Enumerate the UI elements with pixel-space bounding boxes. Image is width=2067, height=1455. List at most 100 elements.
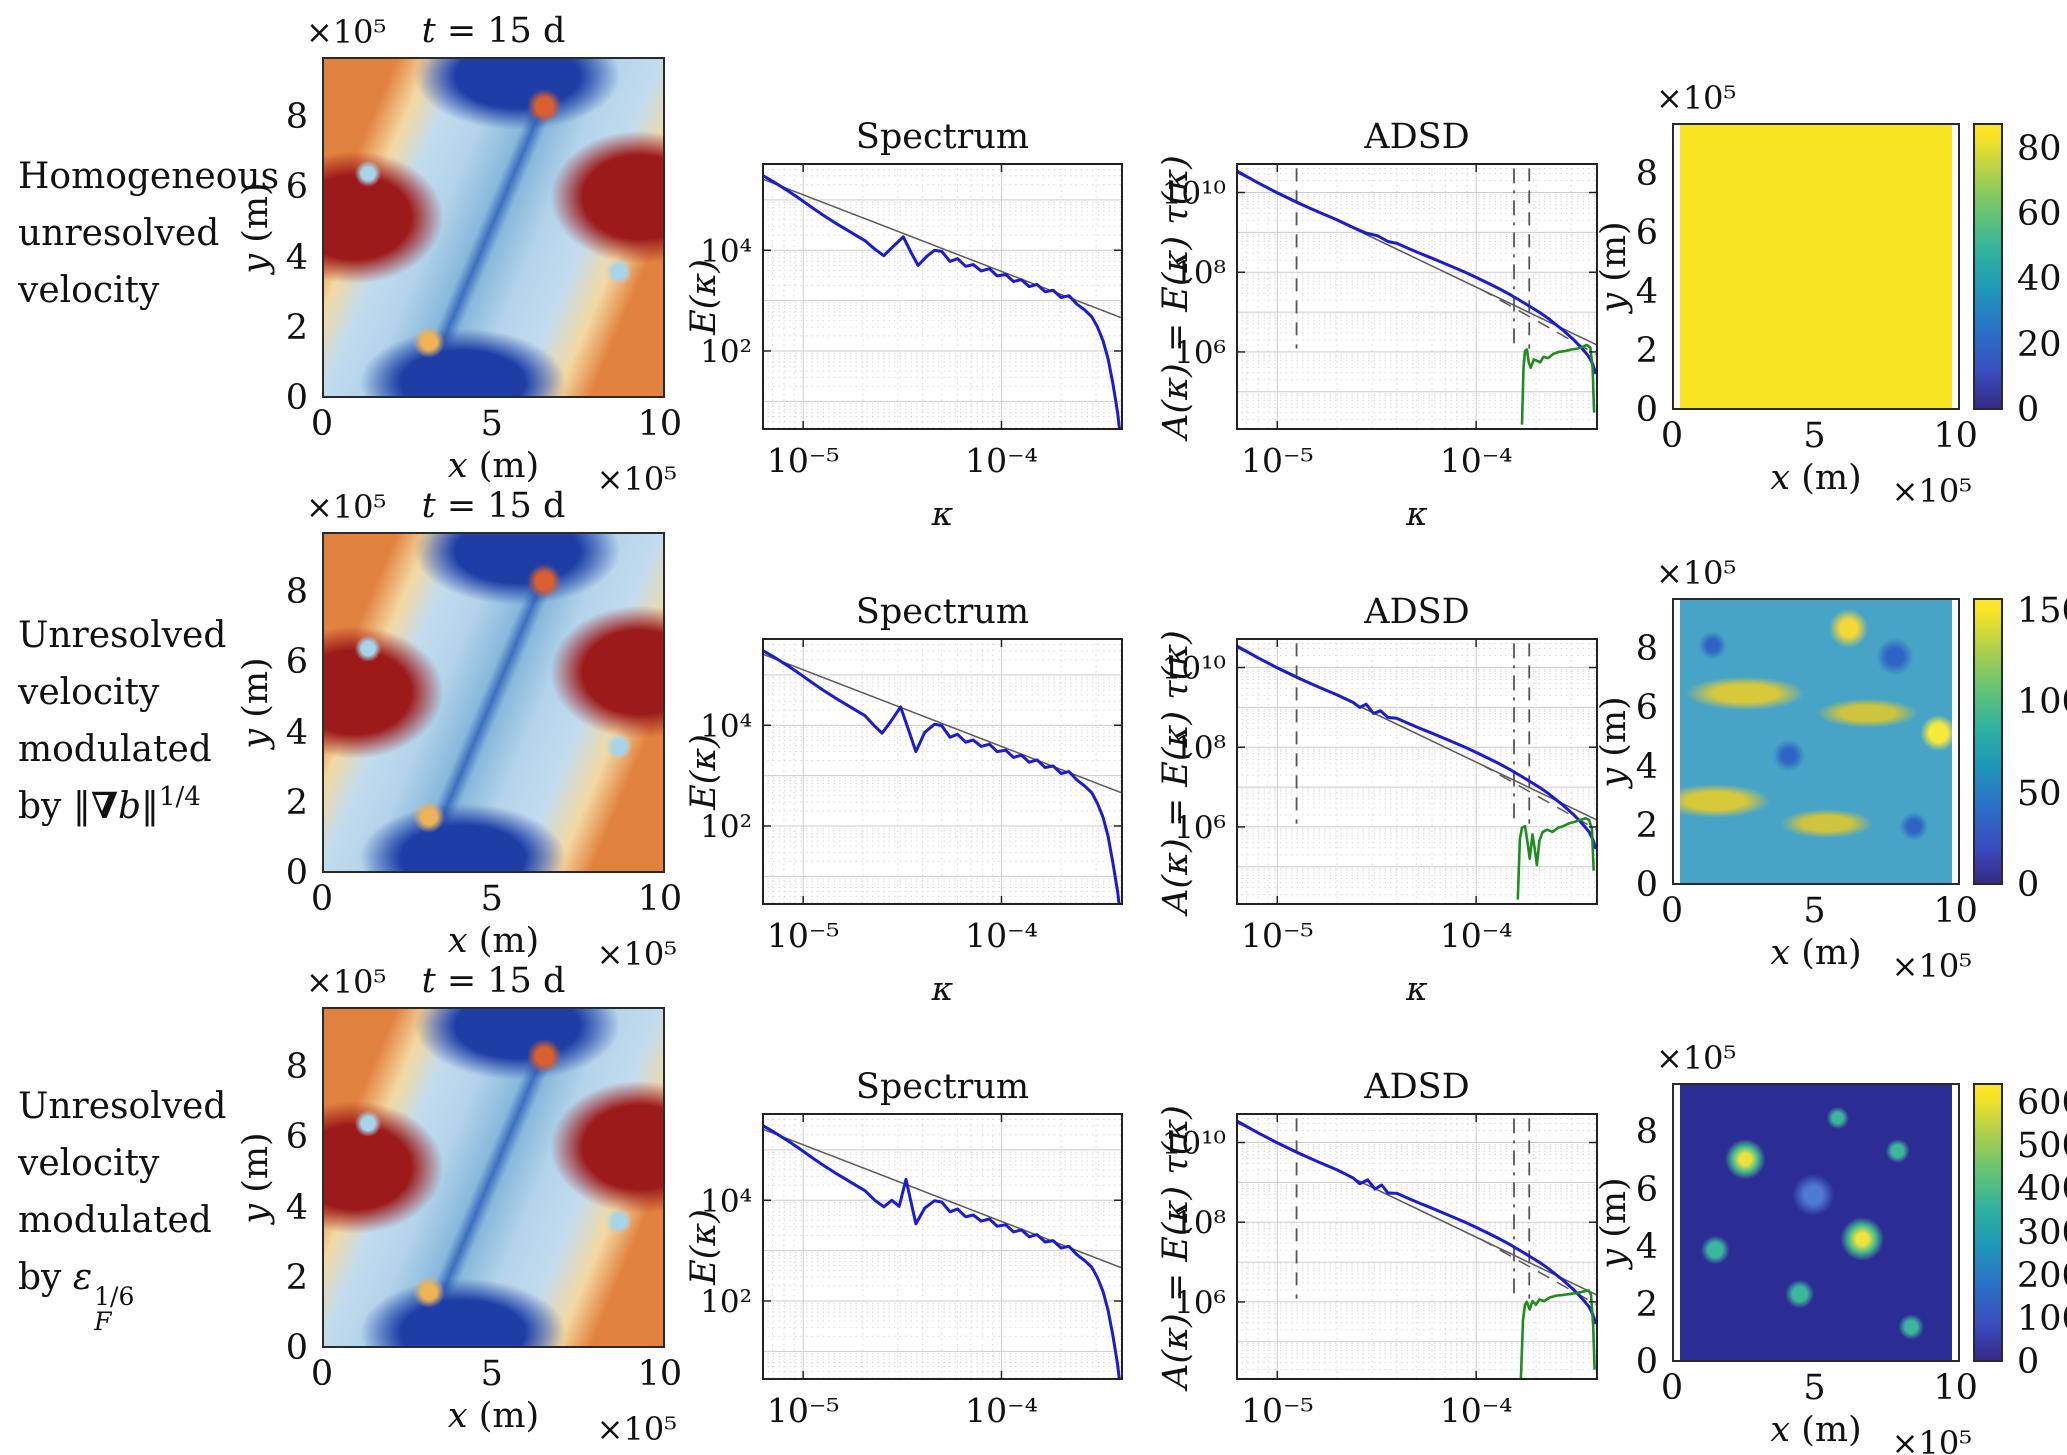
- x-tick-labels: 0 5 10: [311, 404, 682, 448]
- spectrum-panel: Spectrum E(κ) 10⁻⁵ 10⁻⁴ 10⁴ 10² κ: [684, 117, 1123, 533]
- row-label-line: modulated: [18, 1200, 212, 1241]
- row-epsilon-modulated: Unresolved velocity modulated by ε 1/6 F t…: [0, 950, 2067, 1455]
- tick-label: 4: [1635, 271, 1658, 312]
- tick-label: 100: [2017, 682, 2067, 723]
- tick-label: 10: [637, 404, 683, 444]
- series-adsd: [1236, 169, 1598, 375]
- map-frame: [322, 57, 665, 398]
- x-tick-label: 10⁻⁴: [965, 916, 1038, 955]
- y-tick-labels: 0 2 4 6 8: [1598, 598, 1658, 905]
- spectrum-chart-row2: 10⁻⁵ 10⁻⁴ 10⁴ 10²: [700, 638, 1123, 955]
- x-tick-label: 10⁻⁵: [767, 1391, 840, 1430]
- y-axis-exponent: ×10⁵: [1656, 1039, 1737, 1077]
- y-tick-label: 10⁸: [1174, 730, 1226, 766]
- x-axis-label: x (m): [447, 1396, 540, 1436]
- buoyancy-field-image: [324, 1009, 663, 1346]
- x-axis-label: κ: [931, 494, 954, 533]
- tick-label: 600: [2017, 1083, 2067, 1124]
- tick-label: 4: [1635, 1227, 1658, 1268]
- map-title: t = 15 d: [421, 486, 566, 526]
- x-tick-label: 10⁻⁵: [1241, 1391, 1314, 1430]
- grid: [1236, 638, 1598, 905]
- tick-label: 0: [1635, 865, 1658, 905]
- tick-label: 200: [2017, 1255, 2067, 1296]
- tick-label: 0: [285, 1328, 308, 1368]
- x-axis-exponent: ×10⁵: [1891, 1424, 1972, 1455]
- series-green-curve: [1519, 1289, 1596, 1379]
- colorbar-tick-labels: 0 50 100 150: [2017, 591, 2067, 905]
- row-label-line: velocity: [18, 672, 160, 713]
- row-label: Unresolved velocity modulated by ‖∇b‖1/4: [18, 607, 248, 839]
- y-axis-exponent: ×10⁵: [306, 13, 387, 51]
- tick-label: 300: [2017, 1212, 2067, 1253]
- tick-label: 500: [2017, 1126, 2067, 1167]
- row-label: Unresolved velocity modulated by ε 1/6 F: [18, 1078, 248, 1334]
- tick-label: 8: [1635, 628, 1658, 669]
- map-frame: [1672, 1083, 1960, 1362]
- adsd-panel: ADSD A(κ) = E(κ) τ(κ) 10⁻⁵ 10⁻⁴ 10¹⁰ 10⁸ 10⁶…: [1156, 117, 1598, 533]
- tick-label: 10: [1933, 416, 1978, 456]
- map-title: t = 15 d: [421, 11, 566, 51]
- chart-title: Spectrum: [855, 117, 1030, 157]
- buoyancy-field-image: [324, 534, 663, 871]
- plot-border: [762, 638, 1123, 905]
- tick-label: 4: [285, 712, 308, 753]
- map-title: t = 15 d: [421, 961, 566, 1001]
- row-label-line: modulated: [18, 729, 212, 770]
- grid: [1236, 163, 1598, 430]
- adsd-panel: ADSD A(κ) = E(κ) τ(κ) 10⁻⁵ 10⁻⁴ 10¹⁰ 10⁸ 10⁶…: [1156, 1067, 1598, 1455]
- tick-label: 4: [285, 1187, 308, 1228]
- series-adsd: [1236, 1119, 1598, 1325]
- x-axis-label: κ: [931, 969, 954, 1008]
- plot-border: [1236, 1113, 1598, 1380]
- x-axis-label: κ: [1236, 1444, 1598, 1455]
- y-tick-label: 10⁴: [700, 708, 752, 744]
- y-tick-label: 10⁸: [1174, 1205, 1226, 1241]
- chart-title: Spectrum: [855, 592, 1030, 632]
- spectrum-plot: 10⁻⁵ 10⁻⁴ 10⁴ 10²: [700, 163, 1123, 480]
- buoyancy-field-image: [324, 59, 663, 396]
- tick-label: 10: [637, 879, 683, 919]
- adsd-plot: 10⁻⁵ 10⁻⁴ 10¹⁰ 10⁸ 10⁶: [1162, 638, 1598, 955]
- tick-label: 10: [1933, 891, 1978, 931]
- chart-title: ADSD: [1364, 117, 1470, 157]
- x-tick-labels: 0 5 10: [1661, 1368, 1978, 1412]
- plot-border: [1236, 163, 1598, 430]
- y-tick-label: 10⁶: [1174, 1285, 1226, 1321]
- y-axis-label: E(κ): [684, 1208, 724, 1285]
- tick-label: 4: [1635, 746, 1658, 787]
- x-tick-label: 10⁻⁴: [965, 441, 1038, 480]
- row-label: Homogeneous unresolved velocity: [18, 148, 279, 319]
- tick-label: 6: [1635, 1169, 1658, 1210]
- tick-label: 2: [1635, 805, 1658, 846]
- tick-label: 60: [2017, 194, 2062, 235]
- y-tick-labels: 0 2 4 6 8: [1598, 123, 1658, 430]
- x-tick-labels: 0 5 10: [1661, 891, 1978, 935]
- tick-label: 2: [1635, 1284, 1658, 1325]
- colorbar-tick-labels: 0 20 40 60 80: [2017, 123, 2067, 430]
- grid: [762, 1113, 1123, 1380]
- series-reference-slope: [763, 653, 1122, 794]
- tick-label: 6: [285, 167, 308, 208]
- series-green-curve: [1520, 343, 1596, 425]
- x-axis-label: κ: [1406, 494, 1428, 533]
- x-axis-label: x (m): [1770, 1410, 1862, 1450]
- x-axis-exponent: ×10⁵: [596, 935, 677, 973]
- series-energy-spectrum: [762, 1124, 1121, 1380]
- tick-label: 400: [2017, 1169, 2067, 1210]
- spectrum-plot: 10⁻⁵ 10⁻⁴ 10⁴ 10²: [700, 1113, 1123, 1430]
- spectrum-plot: 10⁻⁵ 10⁻⁴ 10⁴ 10²: [700, 638, 1123, 955]
- map-frame: [1672, 123, 1960, 410]
- series-green-curve: [1516, 817, 1595, 900]
- tick-label: 10: [1933, 1368, 1978, 1408]
- colorbar-frame: [1973, 1083, 2003, 1362]
- series-energy-spectrum: [762, 649, 1121, 905]
- row-label-line: unresolved: [18, 213, 220, 254]
- tick-label: 0: [1635, 390, 1658, 430]
- tick-label: 4: [285, 237, 308, 278]
- tick-label: 5: [1803, 1368, 1826, 1408]
- colorbar-frame: [1973, 123, 2003, 410]
